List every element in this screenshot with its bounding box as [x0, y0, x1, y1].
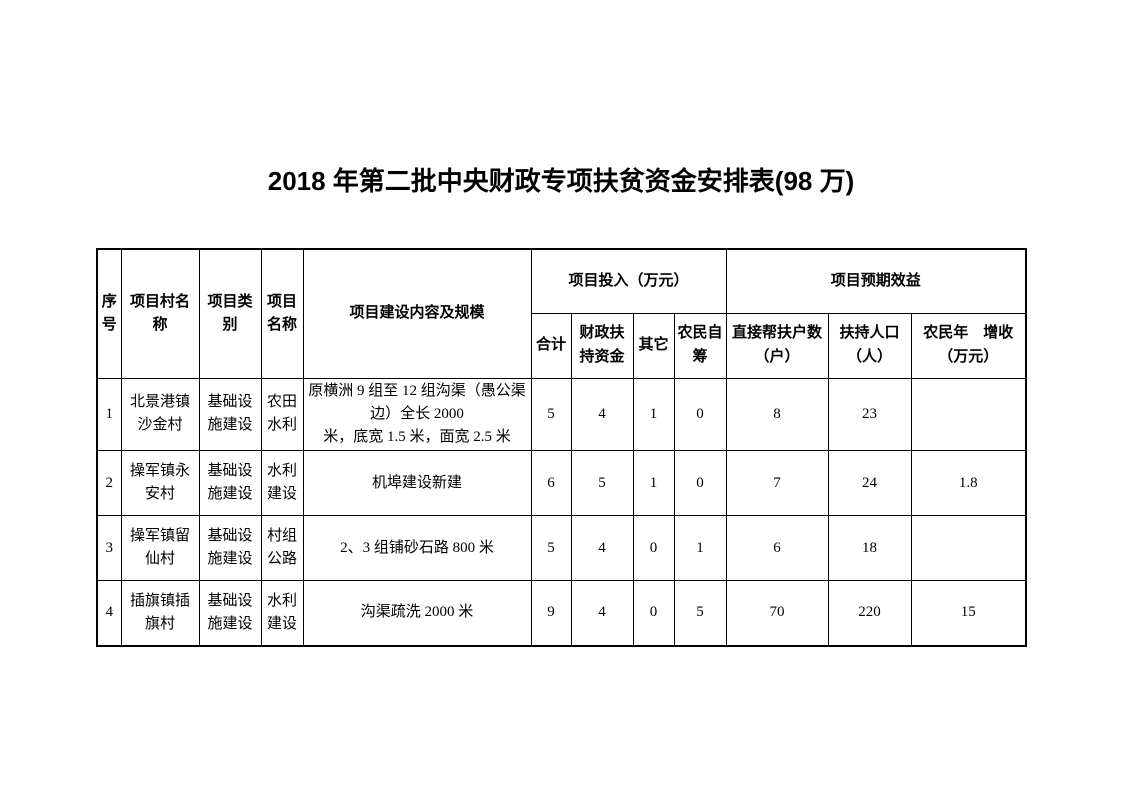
header-cell-total: 合计: [530, 312, 572, 379]
cell-other: 0: [632, 515, 675, 582]
cell-income: [910, 377, 1027, 452]
cell-village: 北景港镇 沙金村: [120, 377, 200, 452]
cell-other: 1: [632, 377, 675, 452]
header-cell-other: 其它: [632, 312, 675, 379]
cell-income: [910, 515, 1027, 582]
table-row: 3 操军镇留 仙村 基础设 施建设 村组 公路 2、3 组铺砂石路 800 米 …: [96, 515, 1027, 582]
cell-category: 基础设 施建设: [198, 377, 262, 452]
header-cell-seq: 序 号: [96, 248, 122, 379]
cell-village: 操军镇留 仙村: [120, 515, 200, 582]
cell-content: 原横洲 9 组至 12 组沟渠（愚公渠边）全长 2000 米，底宽 1.5 米，…: [302, 377, 532, 452]
cell-households: 8: [725, 377, 829, 452]
cell-fiscal: 4: [570, 580, 634, 647]
cell-seq: 3: [96, 515, 122, 582]
cell-content: 2、3 组铺砂石路 800 米: [302, 515, 532, 582]
header-cell-village: 项目村名 称: [120, 248, 200, 379]
cell-self-raised: 0: [673, 450, 727, 517]
cell-name: 村组 公路: [260, 515, 304, 582]
cell-households: 7: [725, 450, 829, 517]
cell-content: 沟渠疏洗 2000 米: [302, 580, 532, 647]
header-cell-population: 扶持人口 （人）: [827, 312, 912, 379]
header-cell-income: 农民年 增收 （万元）: [910, 312, 1027, 379]
cell-total: 6: [530, 450, 572, 517]
cell-income: 15: [910, 580, 1027, 647]
cell-self-raised: 0: [673, 377, 727, 452]
table-row: 2 操军镇永 安村 基础设 施建设 水利 建设 机埠建设新建 6 5 1 0 7…: [96, 450, 1027, 517]
header-cell-households: 直接帮扶户数 （户）: [725, 312, 829, 379]
table-header-row-sub: 合计 财政扶 持资金 其它 农民自 筹 直接帮扶户数 （户） 扶持人口 （人） …: [97, 312, 1027, 379]
header-cell-category: 项目类 别: [198, 248, 262, 379]
cell-households: 70: [725, 580, 829, 647]
page-title: 2018 年第二批中央财政专项扶贫资金安排表(98 万): [267, 166, 855, 196]
cell-name: 农田 水利: [260, 377, 304, 452]
cell-seq: 1: [96, 377, 122, 452]
cell-village: 操军镇永 安村: [120, 450, 200, 517]
cell-fiscal: 4: [570, 515, 634, 582]
header-cell-self-raised: 农民自 筹: [673, 312, 727, 379]
cell-fiscal: 4: [570, 377, 634, 452]
cell-seq: 4: [96, 580, 122, 647]
cell-seq: 2: [96, 450, 122, 517]
cell-population: 220: [827, 580, 912, 647]
table-header-row-groups: 序 号 项目村名 称 项目类 别 项目 名称 项目建设内容及规模 项目投入（万元…: [96, 248, 1027, 379]
funds-table: 序 号 项目村名 称 项目类 别 项目 名称 项目建设内容及规模 项目投入（万元…: [96, 248, 1028, 647]
cell-village: 插旗镇插 旗村: [120, 580, 200, 647]
cell-population: 23: [827, 377, 912, 452]
header-group-investment: 项目投入（万元）: [530, 248, 727, 314]
header-cell-name: 项目 名称: [260, 248, 304, 379]
cell-category: 基础设 施建设: [198, 580, 262, 647]
cell-self-raised: 5: [673, 580, 727, 647]
table-row: 4 插旗镇插 旗村 基础设 施建设 水利 建设 沟渠疏洗 2000 米 9 4 …: [96, 580, 1027, 647]
header-cell-fiscal: 财政扶 持资金: [570, 312, 634, 379]
cell-content: 机埠建设新建: [302, 450, 532, 517]
cell-total: 9: [530, 580, 572, 647]
cell-category: 基础设 施建设: [198, 515, 262, 582]
cell-total: 5: [530, 515, 572, 582]
header-cell-content: 项目建设内容及规模: [302, 248, 532, 379]
cell-name: 水利 建设: [260, 580, 304, 647]
cell-population: 24: [827, 450, 912, 517]
table-row: 1 北景港镇 沙金村 基础设 施建设 农田 水利 原横洲 9 组至 12 组沟渠…: [96, 377, 1027, 452]
cell-income: 1.8: [910, 450, 1027, 517]
cell-other: 1: [632, 450, 675, 517]
cell-total: 5: [530, 377, 572, 452]
cell-households: 6: [725, 515, 829, 582]
cell-category: 基础设 施建设: [198, 450, 262, 517]
header-group-benefit: 项目预期效益: [725, 248, 1027, 314]
cell-fiscal: 5: [570, 450, 634, 517]
cell-self-raised: 1: [673, 515, 727, 582]
cell-other: 0: [632, 580, 675, 647]
cell-population: 18: [827, 515, 912, 582]
cell-name: 水利 建设: [260, 450, 304, 517]
